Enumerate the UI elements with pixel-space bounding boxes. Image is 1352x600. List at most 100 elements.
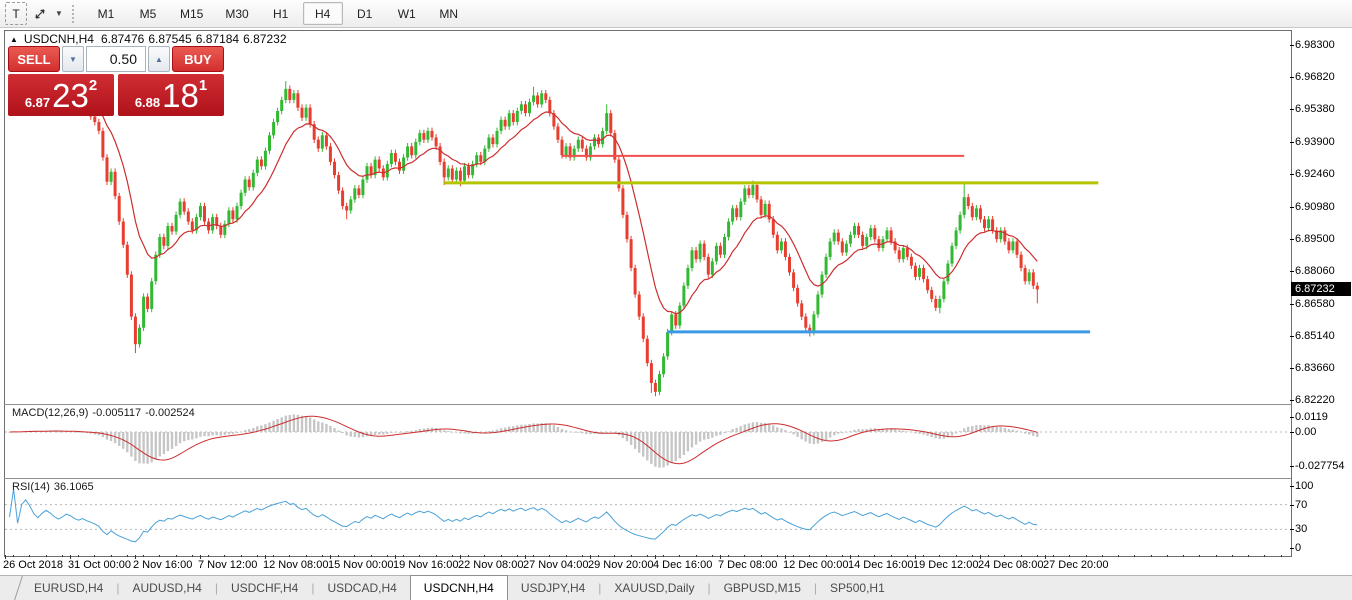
volume-input[interactable]: 0.50 bbox=[86, 46, 146, 72]
time-axis-minor-tick bbox=[679, 555, 680, 557]
rsi-axis-tick bbox=[1290, 504, 1294, 506]
time-axis-minor-tick bbox=[1069, 555, 1070, 557]
time-axis-minor-tick bbox=[728, 555, 729, 557]
time-axis-tick bbox=[330, 555, 331, 559]
sell-price-box[interactable]: 6.87 23 2 bbox=[8, 74, 114, 116]
time-axis-label: 26 Oct 2018 bbox=[3, 559, 63, 571]
time-axis-label: 22 Nov 08:00 bbox=[458, 559, 524, 571]
symbol-tab-GBPUSD-M15[interactable]: GBPUSD,M15 bbox=[723, 581, 801, 595]
time-axis-minor-tick bbox=[614, 555, 615, 557]
symbol-tab-USDCHF-H4[interactable]: USDCHF,H4 bbox=[230, 581, 299, 595]
price-axis-label: 6.98300 bbox=[1295, 38, 1335, 51]
time-axis-tick bbox=[850, 555, 851, 559]
time-axis-minor-tick bbox=[1053, 555, 1054, 557]
time-axis-minor-tick bbox=[1281, 555, 1282, 557]
price-axis-label: 6.86580 bbox=[1295, 297, 1335, 310]
time-axis-minor-tick bbox=[13, 555, 14, 557]
time-axis-minor-tick bbox=[176, 555, 177, 557]
sell-button[interactable]: SELL bbox=[8, 46, 60, 72]
time-axis-minor-tick bbox=[1264, 555, 1265, 557]
time-axis-minor-tick bbox=[1037, 555, 1038, 557]
time-axis-minor-tick bbox=[517, 555, 518, 557]
time-axis-minor-tick bbox=[1086, 555, 1087, 557]
time-axis-minor-tick bbox=[972, 555, 973, 557]
panel-collapse-icon[interactable]: ▲ bbox=[10, 34, 18, 44]
time-axis-minor-tick bbox=[371, 555, 372, 557]
buy-price-box[interactable]: 6.88 18 1 bbox=[118, 74, 224, 116]
timeframe-button-M1[interactable]: M1 bbox=[97, 6, 115, 21]
time-axis-minor-tick bbox=[1118, 555, 1119, 557]
one-click-trading-panel: SELL ▼ 0.50 ▲ BUY 6.87 23 2 6.88 18 1 bbox=[8, 46, 224, 116]
buy-price-pips: 18 bbox=[162, 77, 199, 114]
time-axis-minor-tick bbox=[907, 555, 908, 557]
symbol-tab-USDCAD-H4[interactable]: USDCAD,H4 bbox=[327, 581, 397, 595]
time-axis-minor-tick bbox=[241, 555, 242, 557]
time-axis-minor-tick bbox=[939, 555, 940, 557]
timeframe-button-H1[interactable]: H1 bbox=[273, 6, 289, 21]
chart-header: ▲ USDCNH,H4 6.87476 6.87545 6.87184 6.87… bbox=[10, 32, 287, 46]
time-axis-tick bbox=[460, 555, 461, 559]
rsi-axis-label: 0 bbox=[1295, 542, 1302, 554]
timeframe-button-H4[interactable]: H4 bbox=[302, 2, 343, 25]
price-axis-tick bbox=[1290, 77, 1294, 79]
time-axis-minor-tick bbox=[631, 555, 632, 557]
price-axis-label: 6.88060 bbox=[1295, 265, 1335, 278]
time-axis-tick bbox=[5, 555, 6, 559]
cursor-arrows-tool-button[interactable] bbox=[29, 2, 51, 25]
timeframe-button-M30[interactable]: M30 bbox=[225, 6, 249, 21]
price-axis-label: 6.82220 bbox=[1295, 394, 1335, 407]
price-axis-tick bbox=[1290, 368, 1294, 370]
timeframe-button-D1[interactable]: D1 bbox=[357, 6, 373, 21]
price-axis-tick bbox=[1290, 109, 1294, 111]
chart-symbol-label: USDCNH,H4 bbox=[23, 32, 94, 46]
timeframe-button-W1[interactable]: W1 bbox=[397, 6, 416, 21]
macd-axis-tick bbox=[1290, 466, 1294, 468]
symbol-tab-EURUSD-H4[interactable]: EURUSD,H4 bbox=[34, 581, 104, 595]
timeframe-button-M5[interactable]: M5 bbox=[139, 6, 157, 21]
ohlc-high: 6.87545 bbox=[148, 32, 192, 46]
volume-decrease-button[interactable]: ▼ bbox=[62, 46, 84, 72]
macd-panel-separator[interactable] bbox=[4, 404, 1291, 405]
price-axis-tick bbox=[1290, 271, 1294, 273]
timeframe-button-MN[interactable]: MN bbox=[439, 6, 459, 21]
time-axis-label: 27 Nov 04:00 bbox=[523, 559, 589, 571]
timeframe-button-M15[interactable]: M15 bbox=[180, 6, 204, 21]
toolbar: T ▼ M1 M5 M15 M30 H1 H4 D1 W1 MN bbox=[0, 0, 1352, 28]
time-axis-minor-tick bbox=[224, 555, 225, 557]
buy-button[interactable]: BUY bbox=[172, 46, 224, 72]
time-axis-minor-tick bbox=[858, 555, 859, 557]
symbol-tab-XAUUSD-Daily[interactable]: XAUUSD,Daily bbox=[614, 581, 695, 595]
time-axis-minor-tick bbox=[549, 555, 550, 557]
time-axis-minor-tick bbox=[1167, 555, 1168, 557]
time-axis-label: 7 Dec 08:00 bbox=[718, 559, 778, 571]
time-axis-minor-tick bbox=[842, 555, 843, 557]
ohlc-low: 6.87184 bbox=[195, 32, 240, 46]
time-axis-label: 31 Oct 00:00 bbox=[68, 559, 131, 571]
time-axis-minor-tick bbox=[436, 555, 437, 557]
symbol-tab-AUDUSD-H4[interactable]: AUDUSD,H4 bbox=[132, 581, 202, 595]
symbol-tab-USDCNH-H4[interactable]: USDCNH,H4 bbox=[409, 575, 508, 600]
tab-divider: | bbox=[116, 581, 120, 595]
rsi-panel-separator[interactable] bbox=[4, 478, 1291, 479]
text-tool-button[interactable]: T bbox=[5, 2, 27, 25]
time-axis-minor-tick bbox=[419, 555, 420, 557]
time-axis-minor-tick bbox=[696, 555, 697, 557]
time-axis-minor-tick bbox=[874, 555, 875, 557]
time-axis-minor-tick bbox=[923, 555, 924, 557]
symbol-tab-USDJPY-H4[interactable]: USDJPY,H4 bbox=[520, 581, 586, 595]
price-axis-label: 6.92460 bbox=[1295, 167, 1335, 180]
time-axis-minor-tick bbox=[956, 555, 957, 557]
volume-increase-button[interactable]: ▲ bbox=[148, 46, 170, 72]
time-axis-minor-tick bbox=[744, 555, 745, 557]
price-axis-tick bbox=[1290, 44, 1294, 46]
symbol-tab-SP500-H1[interactable]: SP500,H1 bbox=[830, 581, 885, 595]
time-axis-minor-tick bbox=[78, 555, 79, 557]
time-axis-label: 19 Nov 16:00 bbox=[393, 559, 459, 571]
time-axis-minor-tick bbox=[566, 555, 567, 557]
time-axis-label: 29 Nov 20:00 bbox=[588, 559, 654, 571]
rsi-axis-tick bbox=[1290, 529, 1294, 531]
time-axis-minor-tick bbox=[192, 555, 193, 557]
time-axis-tick bbox=[1045, 555, 1046, 559]
time-axis-minor-tick bbox=[1021, 555, 1022, 557]
toolbar-dropdown-caret[interactable]: ▼ bbox=[55, 9, 63, 18]
